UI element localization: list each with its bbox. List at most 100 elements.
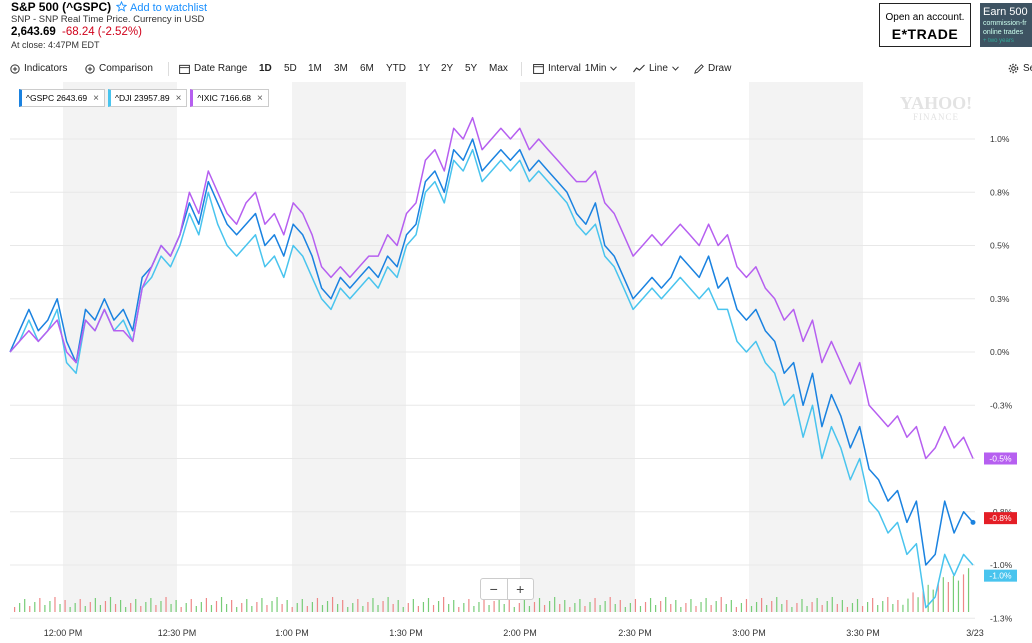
volume-bar: [639, 606, 642, 612]
volume-bar: [24, 599, 26, 612]
range-2y[interactable]: 2Y: [441, 63, 454, 74]
range-3m[interactable]: 3M: [334, 63, 348, 74]
star-icon: [115, 0, 128, 15]
volume-bar: [518, 603, 520, 612]
volume-bar: [801, 599, 803, 612]
time-band: [749, 82, 863, 612]
zoom-in-button[interactable]: +: [516, 581, 525, 597]
volume-bar: [205, 598, 207, 612]
volume-bar: [851, 603, 854, 612]
volume-bar: [225, 604, 228, 612]
watchlist-label: Add to watchlist: [130, 2, 208, 14]
last-price-dot: [970, 519, 976, 525]
indicators-label: Indicators: [24, 63, 68, 74]
date-range-button[interactable]: Date Range: [179, 63, 247, 74]
volume-bar: [34, 602, 36, 612]
range-max[interactable]: Max: [489, 63, 508, 74]
close-icon[interactable]: ×: [93, 92, 100, 104]
series-line-ixic: [9, 116, 974, 460]
range-1y[interactable]: 1Y: [418, 63, 431, 74]
price-chart[interactable]: 1.0% 0.8% 0.5% 0.3% 0.0% -0.3% -0.5% -0.8% -1.0%…: [0, 82, 1032, 643]
plus-circle-icon: [10, 63, 20, 74]
volume-bar: [937, 583, 939, 612]
zoom-out-button[interactable]: −: [481, 579, 508, 599]
volume-bar: [54, 597, 56, 612]
ad-headline: Earn 500: [983, 6, 1028, 18]
x-tick-label: 12:30 PM: [158, 628, 197, 638]
line-type-dropdown[interactable]: Line: [633, 63, 679, 74]
volume-bar: [776, 597, 778, 612]
volume-bar: [660, 601, 662, 612]
earn-ad[interactable]: Earn 500 commission-fr online trades + t…: [980, 3, 1032, 47]
compare-tag-gspc[interactable]: ^GSPC 2643.69 ×: [19, 89, 106, 107]
draw-button[interactable]: Draw: [694, 63, 731, 74]
add-to-watchlist-button[interactable]: Add to watchlist: [115, 0, 208, 15]
range-1m[interactable]: 1M: [308, 63, 322, 74]
volume-bar: [377, 605, 379, 612]
volume-bar: [119, 600, 122, 612]
range-6m[interactable]: 6M: [360, 63, 374, 74]
gear-icon: [1008, 63, 1019, 74]
volume-bar: [417, 606, 419, 612]
quote-subtitle: SNP - SNP Real Time Price. Currency in U…: [11, 14, 205, 25]
volume-bar: [210, 605, 213, 612]
range-1d[interactable]: 1D: [259, 63, 272, 74]
compare-tag-dji[interactable]: ^DJI 23957.89 ×: [108, 89, 188, 107]
volume-bar: [523, 599, 525, 612]
volume-bar: [170, 604, 172, 612]
volume-bar: [99, 605, 102, 612]
volume-bar: [407, 603, 409, 612]
volume-bar: [720, 597, 722, 612]
volume-bar: [796, 603, 798, 612]
ticker-title: S&P 500 (^GSPC): [11, 0, 112, 14]
volume-bar: [175, 600, 177, 612]
volume-bar: [478, 602, 480, 612]
volume-bar: [917, 597, 919, 612]
volume-bar: [392, 604, 394, 612]
volume-bar: [665, 597, 667, 612]
volume-bar: [347, 607, 349, 612]
volume-bar: [967, 568, 970, 612]
volume-bar: [39, 598, 41, 612]
volume-bar: [513, 607, 515, 612]
volume-bar: [887, 597, 889, 612]
etrade-ad[interactable]: Open an account. E*TRADE: [879, 3, 971, 47]
volume-bar: [493, 601, 495, 612]
volume-bar: [372, 598, 374, 612]
volume-bar: [220, 597, 223, 612]
volume-bar: [352, 603, 354, 612]
volume-bar: [165, 597, 167, 612]
volume-bar: [271, 601, 273, 612]
volume-bar: [594, 598, 596, 612]
volume-bar: [422, 602, 425, 612]
tag-label: ^GSPC 2643.69: [26, 93, 88, 103]
indicators-button[interactable]: Indicators: [10, 63, 67, 74]
end-value-badge: [984, 569, 1017, 582]
volume-bar: [69, 607, 71, 612]
time-band: [63, 82, 177, 612]
range-5y[interactable]: 5Y: [465, 63, 478, 74]
pencil-icon: [694, 63, 704, 74]
volume-bar: [957, 580, 960, 612]
x-tick-label: 12:00 PM: [44, 628, 83, 638]
volume-bar: [135, 599, 137, 612]
close-icon[interactable]: ×: [257, 92, 263, 104]
range-ytd[interactable]: YTD: [386, 63, 406, 74]
volume-bar: [740, 603, 743, 612]
volume-bar: [387, 597, 389, 612]
comparison-tags: ^GSPC 2643.69 × ^DJI 23957.89 × ^IXIC 71…: [19, 89, 269, 107]
volume-bar: [64, 600, 66, 612]
line-label: Line: [649, 63, 668, 74]
interval-dropdown[interactable]: Interval 1Min: [533, 63, 618, 74]
close-icon[interactable]: ×: [175, 92, 182, 104]
x-tick-label: 1:30 PM: [389, 628, 423, 638]
compare-tag-ixic[interactable]: ^IXIC 7166.68 ×: [190, 89, 269, 107]
toolbar-divider: [168, 62, 169, 76]
settings-button[interactable]: Se: [1008, 63, 1032, 74]
volume-bar: [543, 605, 546, 612]
volume-bar: [89, 602, 91, 612]
volume-bar: [821, 605, 823, 612]
range-5d[interactable]: 5D: [284, 63, 297, 74]
comparison-button[interactable]: Comparison: [85, 63, 153, 74]
time-band: [292, 82, 406, 612]
